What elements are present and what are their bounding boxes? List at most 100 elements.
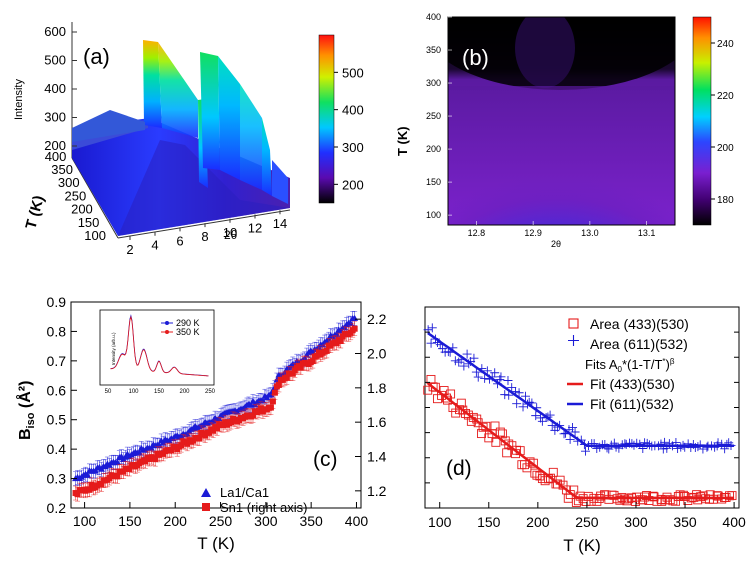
d-point [490, 421, 500, 431]
d-point [525, 457, 535, 467]
a-peak-wall-1b [158, 42, 198, 138]
d-x-tick-label: 100 [428, 514, 452, 530]
d-point [530, 468, 540, 478]
c-y-right-tick-label: 1.2 [367, 483, 387, 499]
a-surface-ridge [118, 140, 290, 236]
b-x-tick-label: 12.8 [468, 228, 486, 238]
c-point [178, 442, 185, 449]
d-point [581, 446, 591, 456]
b-heatmap-peak-high [515, 17, 575, 88]
a-z-ticks: 200 300 400 500 600 [44, 24, 77, 153]
b-xlabel: 2θ [551, 239, 561, 249]
d-point [469, 353, 479, 363]
c-legend: La1/Ca1 Sn1 (right axis) [201, 485, 307, 515]
a-colorbar-ticks: 200 300 400 500 [334, 65, 364, 192]
a-y-tick-label: 400 [45, 149, 67, 164]
d-point [428, 382, 438, 392]
a-peak-wall-3b [218, 56, 240, 180]
d-point [545, 410, 555, 420]
c-point [267, 404, 274, 411]
d-point [537, 474, 547, 484]
c-point [152, 456, 159, 463]
c-point [257, 405, 264, 412]
d-point [504, 390, 514, 400]
b-x-ticks: 12.8 12.9 13.0 13.1 [468, 221, 655, 238]
d-point [490, 368, 500, 378]
b-colorbar-tick-label: 240 [717, 39, 734, 50]
d-point [495, 427, 505, 437]
d-fit-title-sup1: * [662, 357, 665, 366]
a-colorbar-tick-label: 200 [342, 177, 364, 192]
c-ylabel: Biso (Å²) [15, 381, 37, 440]
a-x-tick-label: 6 [176, 233, 183, 248]
d-point [570, 427, 580, 437]
b-y-tick-label: 100 [426, 210, 441, 220]
c-inset-x-tick-label: 200 [179, 389, 190, 395]
d-point [722, 439, 732, 449]
d-point [517, 460, 527, 470]
b-plot-frame [447, 16, 676, 226]
d-point [600, 439, 610, 449]
c-y-right-tick-label: 2.0 [367, 346, 387, 362]
c-xlabel: T (K) [197, 534, 234, 553]
c-point [309, 358, 316, 365]
b-colorbar [692, 16, 712, 226]
a-colorbar-tick-label: 500 [342, 65, 364, 80]
d-point [660, 495, 670, 505]
d-point [565, 434, 575, 444]
c-point [269, 398, 276, 405]
c-point [249, 412, 256, 419]
a-left-plateau [72, 110, 145, 142]
panel-d: 100 150 200 250 300 350 400 T (K) (d) Area (43… [423, 306, 746, 555]
d-point [642, 491, 652, 501]
d-legend-marker-611 [568, 335, 579, 346]
c-point [271, 389, 278, 396]
d-legend-fit-label-611: Fit (611)(532) [590, 396, 674, 412]
d-series-0 [423, 374, 737, 507]
c-point [184, 440, 191, 447]
a-peak-wall-3 [200, 52, 220, 170]
a-y-tick-label: 300 [58, 175, 80, 190]
b-colorbar-tick-label: 220 [717, 91, 734, 102]
panel-c: 100 150 200 250 300 350 400 0.2 0.3 0.4 0.5 0.6 0.7 0… [15, 294, 387, 553]
c-inset-x-tick-label: 250 [205, 389, 216, 395]
c-y-left-tick-label: 0.3 [47, 471, 67, 487]
c-y-left-tick-label: 0.4 [47, 441, 67, 457]
b-colorbar-ticks: 180 200 220 240 [711, 39, 734, 206]
c-axes: 100 150 200 250 300 350 400 0.2 0.3 0.4 0.5 0.6 0.7 0… [47, 294, 387, 529]
a-x-tick-label: 14 [273, 216, 287, 231]
a-y-tick-label: 250 [64, 188, 86, 203]
a-z-tick-label: 500 [44, 53, 66, 68]
d-legend-marker-433 [568, 318, 579, 329]
d-legend-fit-label-433: Fit (433)(530) [590, 376, 675, 392]
b-colorbar-tick-label: 200 [717, 143, 734, 154]
c-y-right-tick-label: 1.8 [367, 380, 387, 396]
c-inset-marks [110, 314, 209, 377]
d-point [548, 467, 558, 477]
d-point [702, 442, 712, 452]
b-y-ticks: 100 150 200 250 300 350 400 [426, 12, 452, 220]
c-point [126, 465, 133, 472]
c-point [120, 468, 127, 475]
c-point [98, 481, 105, 488]
panel-b: 100 150 200 250 300 350 400 12.8 12.9 13.0 13.1 T… [395, 12, 734, 249]
b-y-tick-label: 200 [426, 144, 441, 154]
c-y-left-tick-label: 0.5 [47, 412, 67, 428]
d-point [504, 439, 514, 449]
c-legend-label-la1: La1/Ca1 [220, 485, 269, 500]
c-inset-legend-label-350: 350 K [176, 327, 200, 337]
c-point [114, 473, 121, 480]
c-point [313, 352, 320, 359]
d-point [507, 383, 517, 393]
c-inset-x-tick-label: 50 [105, 389, 112, 395]
c-x-tick-label: 250 [209, 513, 233, 529]
c-point [168, 447, 175, 454]
a-x-axis [117, 209, 291, 239]
c-point [337, 337, 344, 344]
d-point [497, 429, 507, 439]
d-point [532, 470, 542, 480]
d-point [426, 338, 436, 348]
d-point [446, 389, 456, 399]
d-point [537, 416, 547, 426]
